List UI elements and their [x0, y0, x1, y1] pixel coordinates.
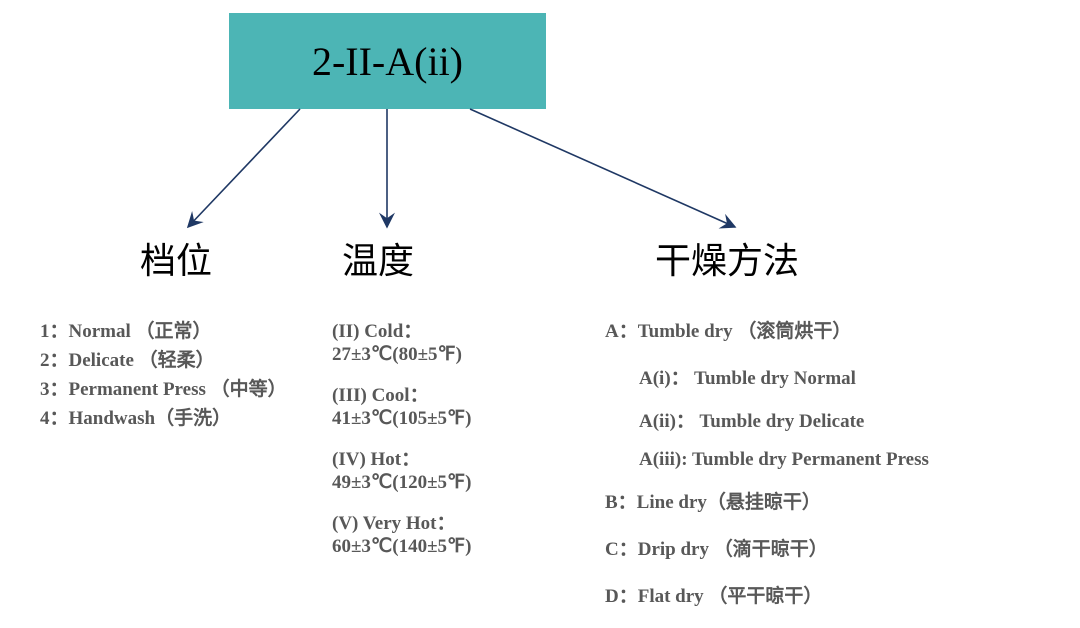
heading-drying-method: 干燥方法	[655, 232, 799, 284]
setting-item: 1：Normal （正常）	[40, 316, 287, 343]
temperature-item: (V) Very Hot：60±3℃(140±5℉)	[332, 508, 471, 558]
drying-item: A：Tumble dry （滚筒烘干）	[605, 316, 929, 343]
drying-subitem: A(i)： Tumble dry Normal	[639, 363, 929, 390]
temperature-label: (V) Very Hot：	[332, 508, 471, 535]
temperature-label: (IV) Hot：	[332, 444, 471, 471]
heading-setting: 档位	[140, 232, 212, 284]
temperature-value: 27±3℃(80±5℉)	[332, 343, 471, 366]
temperature-value: 60±3℃(140±5℉)	[332, 535, 471, 558]
drying-subitem: A(iii): Tumble dry Permanent Press	[639, 449, 929, 471]
temperature-item: (III) Cool：41±3℃(105±5℉)	[332, 380, 471, 430]
setting-item: 4：Handwash（手洗）	[40, 403, 287, 430]
setting-item: 2：Delicate （轻柔）	[40, 345, 287, 372]
drying-item: B：Line dry（悬挂晾干）	[605, 487, 929, 514]
temperature-list: (II) Cold：27±3℃(80±5℉) (III) Cool：41±3℃(1…	[332, 316, 471, 572]
temperature-label: (II) Cold：	[332, 316, 471, 343]
title-box: 2-II-A(ii)	[229, 13, 546, 109]
temperature-item: (II) Cold：27±3℃(80±5℉)	[332, 316, 471, 366]
drying-list: A：Tumble dry （滚筒烘干） A(i)： Tumble dry Norm…	[605, 316, 929, 628]
temperature-value: 49±3℃(120±5℉)	[332, 471, 471, 494]
drying-subitem: A(ii)： Tumble dry Delicate	[639, 406, 929, 433]
drying-item: C：Drip dry （滴干晾干）	[605, 534, 929, 561]
setting-item: 3：Permanent Press （中等）	[40, 374, 287, 401]
title-text: 2-II-A(ii)	[312, 38, 463, 85]
temperature-value: 41±3℃(105±5℉)	[332, 407, 471, 430]
setting-list: 1：Normal （正常）2：Delicate （轻柔）3：Permanent …	[40, 316, 287, 432]
temperature-label: (III) Cool：	[332, 380, 471, 407]
drying-item: D：Flat dry （平干晾干）	[605, 581, 929, 608]
heading-temperature: 温度	[342, 232, 414, 284]
temperature-item: (IV) Hot：49±3℃(120±5℉)	[332, 444, 471, 494]
